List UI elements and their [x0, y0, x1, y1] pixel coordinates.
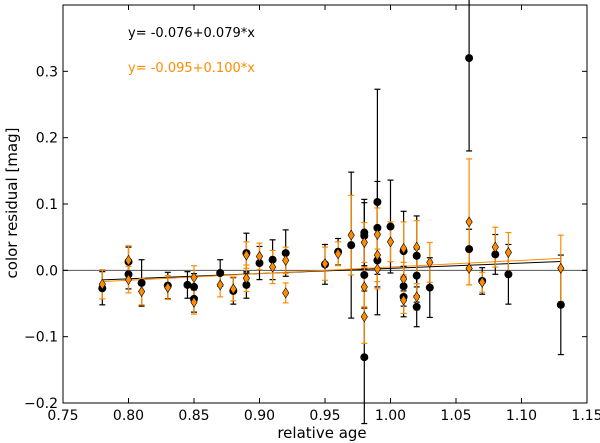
data-point-1-35	[504, 246, 512, 258]
data-point-1-24	[386, 236, 395, 248]
data-point-0-12	[255, 259, 264, 268]
data-point-1-14	[282, 254, 290, 266]
fit-line-1	[102, 257, 561, 283]
x-tick-label-4: 0.95	[309, 408, 340, 424]
data-point-1-22	[373, 249, 381, 261]
data-point-1-7	[216, 279, 224, 291]
data-point-1-26	[400, 273, 408, 285]
data-point-0-14	[281, 249, 290, 258]
data-point-1-1	[124, 254, 133, 266]
data-point-0-32	[425, 283, 434, 292]
data-point-1-32	[465, 262, 473, 274]
data-point-1-10	[242, 272, 250, 284]
data-point-1-20	[360, 281, 368, 293]
fit-equation-black: y= -0.076+0.079*x	[128, 26, 255, 41]
data-point-1-18	[360, 311, 368, 323]
data-point-0-36	[491, 250, 500, 259]
data-point-0-8	[216, 268, 225, 277]
y-axis-title: color residual [mag]	[3, 128, 21, 279]
data-point-0-17	[347, 241, 356, 250]
data-point-0-20	[360, 270, 369, 279]
data-point-1-12	[269, 261, 277, 273]
data-point-1-16	[334, 248, 342, 260]
data-point-0-38	[556, 300, 565, 309]
data-point-1-6	[190, 296, 198, 308]
data-point-1-11	[255, 250, 264, 262]
data-point-0-25	[386, 222, 395, 231]
annotation-group: y= -0.076+0.079*x y= -0.095+0.100*x	[128, 26, 255, 76]
data-point-0-21	[360, 353, 369, 362]
fit-equation-orange: y= -0.095+0.100*x	[128, 61, 255, 76]
data-point-1-21	[373, 228, 381, 241]
y-tick-label-3: 0.1	[36, 197, 58, 213]
x-tick-label-0: 0.75	[47, 408, 78, 424]
x-tick-label-3: 0.90	[244, 408, 275, 424]
x-tick-label-5: 1.00	[375, 408, 406, 424]
plot-area: 0.75 0.80 0.85 0.90 0.95 1.00 1.05 1.10 1.15 −0.2…	[24, 0, 600, 425]
x-axis-title: relative age	[277, 424, 366, 442]
data-point-1-36	[557, 262, 565, 274]
data-point-1-34	[491, 241, 499, 253]
data-point-0-5	[183, 280, 192, 289]
y-tick-label-0: −0.2	[24, 396, 58, 412]
x-tick-label-1: 0.80	[113, 408, 144, 424]
data-point-1-2	[124, 274, 133, 286]
x-tick-label-8: 1.15	[571, 408, 600, 424]
fit-line-0	[102, 261, 561, 281]
x-tick-label-7: 1.10	[506, 408, 537, 424]
data-point-0-13	[268, 255, 277, 264]
data-point-0-31	[412, 302, 421, 311]
y-tick-label-4: 0.2	[36, 131, 58, 147]
data-point-1-3	[138, 286, 146, 298]
data-point-1-33	[478, 276, 486, 288]
data-point-0-23	[373, 223, 382, 232]
y-tick-label-2: 0.0	[36, 263, 58, 279]
data-point-0-33	[465, 54, 474, 63]
x-tick-label-2: 0.85	[178, 408, 209, 424]
data-point-1-5	[190, 272, 198, 284]
data-point-1-8	[229, 283, 237, 295]
y-tick-label-5: 0.3	[36, 64, 58, 80]
data-point-1-17	[347, 229, 355, 241]
data-point-1-30	[426, 256, 434, 268]
data-point-0-3	[137, 278, 146, 287]
data-point-1-27	[400, 294, 408, 306]
data-point-1-0	[98, 278, 106, 290]
data-point-0-22	[373, 198, 382, 207]
data-point-0-37	[504, 270, 513, 279]
data-point-1-19	[360, 236, 368, 249]
data-point-1-9	[242, 249, 250, 261]
data-point-1-15	[321, 258, 329, 270]
data-point-1-25	[400, 242, 408, 254]
data-point-0-11	[242, 280, 251, 289]
x-tick-label-6: 1.05	[440, 408, 471, 424]
y-tick-label-1: −0.1	[24, 330, 58, 346]
data-point-1-31	[465, 216, 473, 228]
data-point-0-19	[360, 231, 369, 240]
data-point-0-34	[465, 245, 474, 254]
data-point-1-28	[413, 241, 421, 253]
data-point-1-29	[413, 291, 421, 303]
data-point-1-13	[282, 287, 290, 299]
data-point-0-27	[399, 282, 408, 291]
data-point-1-23	[373, 263, 381, 275]
data-point-0-29	[412, 251, 421, 260]
data-point-0-6	[190, 282, 198, 291]
data-point-1-4	[164, 282, 172, 294]
data-point-0-30	[412, 271, 421, 280]
